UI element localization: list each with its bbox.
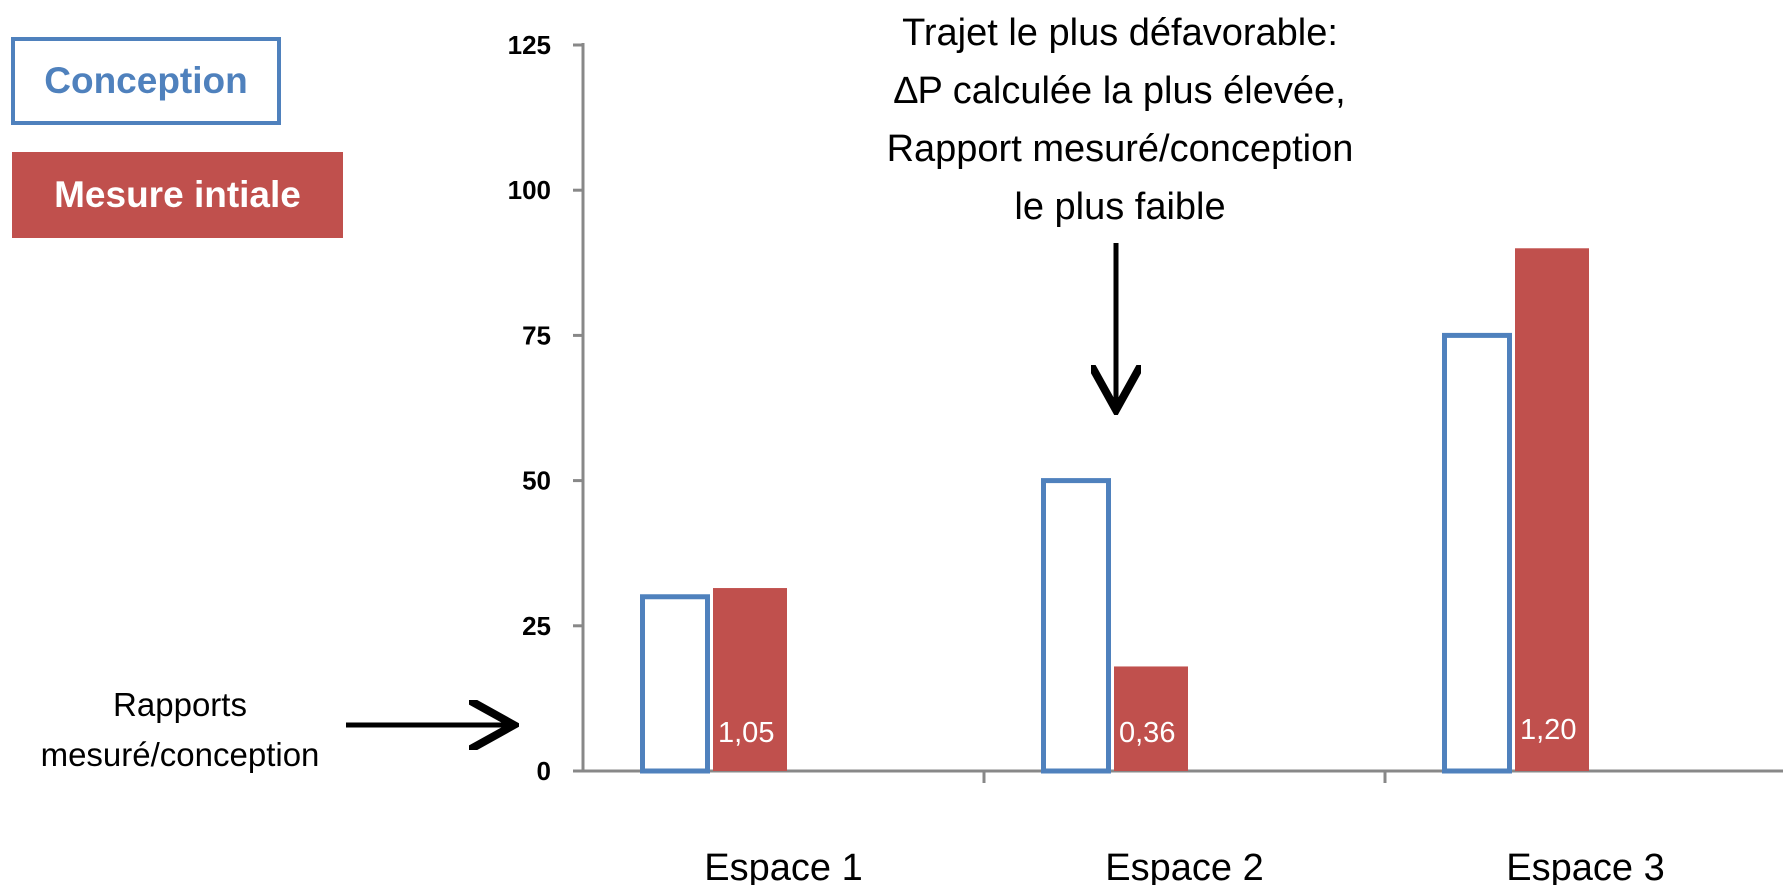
bar-mesure-initiale [1114,666,1188,771]
top-annotation-line: Trajet le plus défavorable: [902,12,1338,54]
side-annotation-line: Rapports [113,686,247,723]
top-annotation-line: Rapport mesuré/conception [886,128,1354,170]
y-tick-label: 75 [522,320,551,350]
y-tick-label: 0 [537,756,551,786]
top-annotation: Trajet le plus défavorable: ∆P calculée … [820,4,1420,236]
bar-conception [1442,332,1512,774]
bar-data-label: 0,36 [1119,717,1175,749]
legend-conception: Conception [11,37,281,125]
side-annotation: Rapports mesuré/conception [0,680,360,780]
x-category-label: Espace 1 [704,847,862,885]
y-tick-label: 50 [522,466,551,496]
y-tick-label: 100 [508,175,551,205]
legend-mesure-initiale: Mesure intiale [12,152,343,238]
x-category-label: Espace 2 [1105,847,1263,885]
bar-data-label: 1,05 [718,717,774,749]
bar-conception [640,594,710,774]
y-tick-label: 125 [508,30,551,60]
bar-conception [1041,478,1111,774]
bar-mesure-initiale [713,588,787,771]
y-tick-label: 25 [522,611,551,641]
x-category-label: Espace 3 [1506,847,1664,885]
top-annotation-line: le plus faible [1014,186,1226,228]
top-annotation-line: ∆P calculée la plus élevée, [894,70,1346,112]
bar-data-label: 1,20 [1520,714,1576,746]
side-annotation-line: mesuré/conception [40,736,320,773]
bar-mesure-initiale [1515,248,1589,771]
